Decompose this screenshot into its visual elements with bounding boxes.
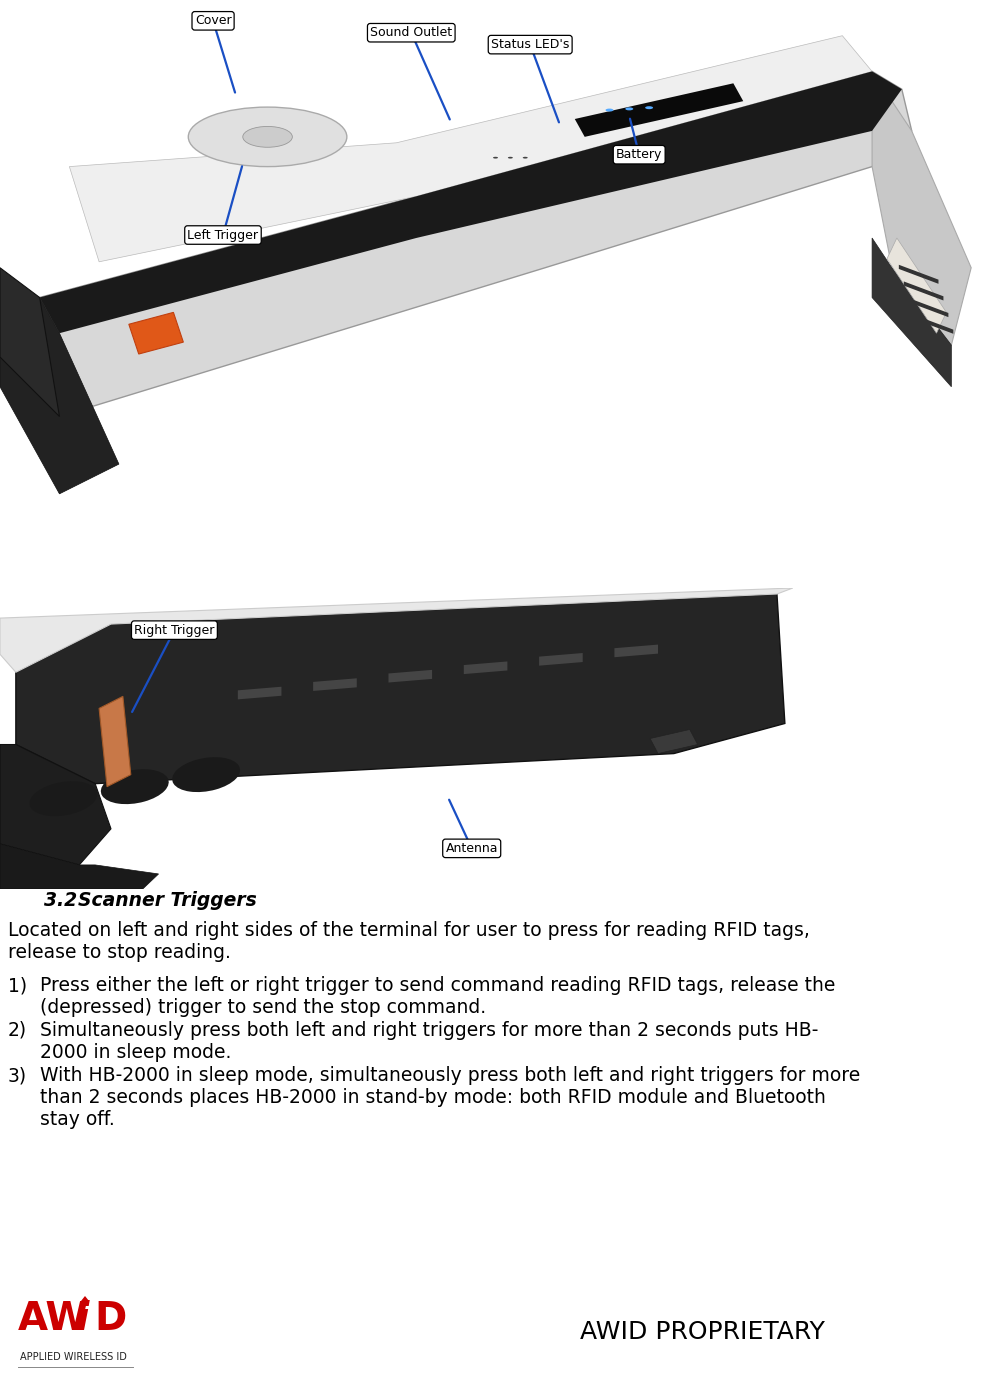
Text: D: D — [94, 1301, 126, 1338]
Polygon shape — [388, 669, 432, 683]
Text: than 2 seconds places HB-2000 in stand-by mode: both RFID module and Bluetooth: than 2 seconds places HB-2000 in stand-b… — [40, 1088, 826, 1107]
Text: (depressed) trigger to send the stop command.: (depressed) trigger to send the stop com… — [40, 998, 487, 1016]
Ellipse shape — [30, 781, 97, 816]
Polygon shape — [40, 71, 902, 333]
Polygon shape — [238, 687, 281, 700]
Polygon shape — [464, 661, 507, 673]
Text: Cover: Cover — [195, 14, 231, 28]
Text: 3): 3) — [8, 1065, 27, 1085]
Polygon shape — [909, 298, 948, 318]
Polygon shape — [99, 696, 131, 787]
Text: Battery: Battery — [616, 148, 662, 161]
Polygon shape — [16, 594, 785, 784]
Ellipse shape — [172, 757, 240, 792]
Text: Status LED's: Status LED's — [491, 38, 570, 52]
Text: Scanner Triggers: Scanner Triggers — [78, 890, 257, 910]
Ellipse shape — [625, 108, 633, 111]
Ellipse shape — [243, 126, 292, 147]
Text: Press either the left or right trigger to send command reading RFID tags, releas: Press either the left or right trigger t… — [40, 976, 835, 995]
Polygon shape — [872, 238, 951, 386]
Text: release to stop reading.: release to stop reading. — [8, 944, 231, 962]
Text: APPLIED WIRELESS ID: APPLIED WIRELESS ID — [20, 1352, 127, 1362]
Text: Left Trigger: Left Trigger — [187, 228, 259, 242]
Polygon shape — [40, 71, 912, 417]
Text: AWID PROPRIETARY: AWID PROPRIETARY — [580, 1320, 825, 1344]
Text: 2): 2) — [8, 1021, 27, 1040]
Ellipse shape — [494, 157, 498, 158]
Polygon shape — [0, 745, 111, 865]
Text: AW: AW — [18, 1301, 89, 1338]
Polygon shape — [914, 315, 953, 333]
Polygon shape — [0, 298, 119, 494]
Polygon shape — [81, 1296, 89, 1306]
Polygon shape — [575, 84, 743, 137]
Text: 1): 1) — [8, 976, 27, 995]
Text: Antenna: Antenna — [446, 841, 497, 855]
Text: stay off.: stay off. — [40, 1110, 115, 1128]
Text: Simultaneously press both left and right triggers for more than 2 seconds puts H: Simultaneously press both left and right… — [40, 1021, 819, 1040]
Ellipse shape — [507, 157, 513, 158]
Ellipse shape — [645, 106, 653, 109]
Polygon shape — [904, 281, 943, 301]
Ellipse shape — [188, 106, 347, 167]
Text: 2000 in sleep mode.: 2000 in sleep mode. — [40, 1043, 231, 1063]
Text: i: i — [76, 1301, 89, 1338]
Polygon shape — [539, 652, 583, 665]
Polygon shape — [313, 678, 357, 692]
Polygon shape — [0, 588, 793, 672]
Polygon shape — [872, 71, 971, 346]
Polygon shape — [899, 265, 938, 284]
Polygon shape — [0, 844, 159, 889]
Polygon shape — [69, 36, 872, 262]
Ellipse shape — [101, 769, 168, 804]
Polygon shape — [887, 238, 946, 333]
Ellipse shape — [606, 109, 613, 112]
Polygon shape — [614, 644, 658, 657]
Polygon shape — [0, 267, 59, 417]
Text: Located on left and right sides of the terminal for user to press for reading RF: Located on left and right sides of the t… — [8, 921, 810, 939]
Text: With HB-2000 in sleep mode, simultaneously press both left and right triggers fo: With HB-2000 in sleep mode, simultaneous… — [40, 1065, 860, 1085]
Polygon shape — [129, 312, 183, 354]
Text: Sound Outlet: Sound Outlet — [371, 27, 452, 39]
Polygon shape — [650, 729, 698, 753]
Ellipse shape — [523, 157, 527, 158]
Text: 3.2: 3.2 — [44, 890, 77, 910]
Text: Right Trigger: Right Trigger — [134, 623, 215, 637]
